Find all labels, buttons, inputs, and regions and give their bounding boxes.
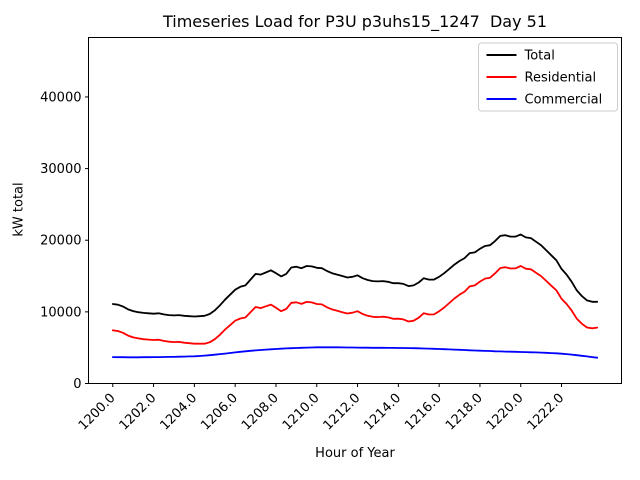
series-line-residential bbox=[111, 265, 599, 345]
legend-box bbox=[478, 42, 618, 112]
x-tick-label: 1222.0 bbox=[525, 391, 568, 434]
legend-label-commercial: Commercial bbox=[525, 93, 603, 108]
chart-title: Timeseries Load for P3U p3uhs15_1247 Day… bbox=[162, 12, 548, 31]
x-axis-label: Hour of Year bbox=[315, 446, 395, 461]
legend-label-residential: Residential bbox=[525, 71, 597, 86]
y-tick-label: 10000 bbox=[40, 305, 81, 320]
y-tick-label: 30000 bbox=[40, 162, 81, 177]
x-tick-label: 1218.0 bbox=[443, 391, 486, 434]
legend-label-total: Total bbox=[524, 49, 555, 64]
series-line-total bbox=[111, 233, 599, 318]
x-tick-label: 1204.0 bbox=[157, 391, 200, 434]
series-line-commercial bbox=[111, 346, 599, 359]
x-tick-label: 1208.0 bbox=[239, 391, 282, 434]
x-tick-label: 1200.0 bbox=[76, 391, 119, 434]
y-tick-label: 0 bbox=[73, 377, 81, 392]
x-tick-label: 1210.0 bbox=[280, 391, 323, 434]
plot-frame bbox=[88, 37, 622, 384]
y-tick-label: 40000 bbox=[40, 90, 81, 105]
x-tick-label: 1212.0 bbox=[321, 391, 364, 434]
x-tick-label: 1214.0 bbox=[361, 391, 404, 434]
x-tick-label: 1206.0 bbox=[198, 391, 241, 434]
y-axis-label: kW total bbox=[11, 182, 27, 237]
x-tick-label: 1220.0 bbox=[484, 391, 527, 434]
y-tick-label: 20000 bbox=[40, 234, 81, 249]
x-tick-label: 1216.0 bbox=[402, 391, 445, 434]
legend: Total Residential Commercial bbox=[478, 42, 618, 112]
x-tick-label: 1202.0 bbox=[117, 391, 160, 434]
